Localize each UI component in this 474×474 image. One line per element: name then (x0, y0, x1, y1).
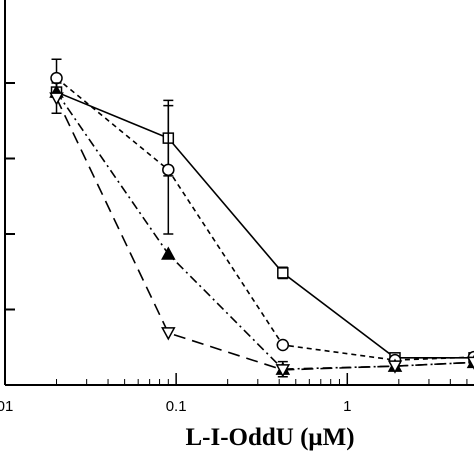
marker (276, 338, 290, 352)
x-tick-label: 1 (343, 398, 351, 415)
marker (161, 327, 176, 341)
x-tick-label: 01 (0, 398, 13, 415)
marker (49, 92, 64, 106)
marker (277, 267, 289, 279)
x-tick-label: 0.1 (166, 398, 187, 415)
series-line (55, 97, 474, 371)
marker (161, 246, 176, 260)
series-line (55, 91, 474, 370)
marker (50, 71, 63, 85)
series-line (56, 91, 474, 359)
x-axis-title: L-I-OddU (μM) (185, 424, 354, 451)
series-line (56, 77, 474, 361)
marker (162, 163, 175, 177)
marker (387, 360, 403, 374)
marker (466, 356, 474, 370)
marker (275, 364, 291, 378)
